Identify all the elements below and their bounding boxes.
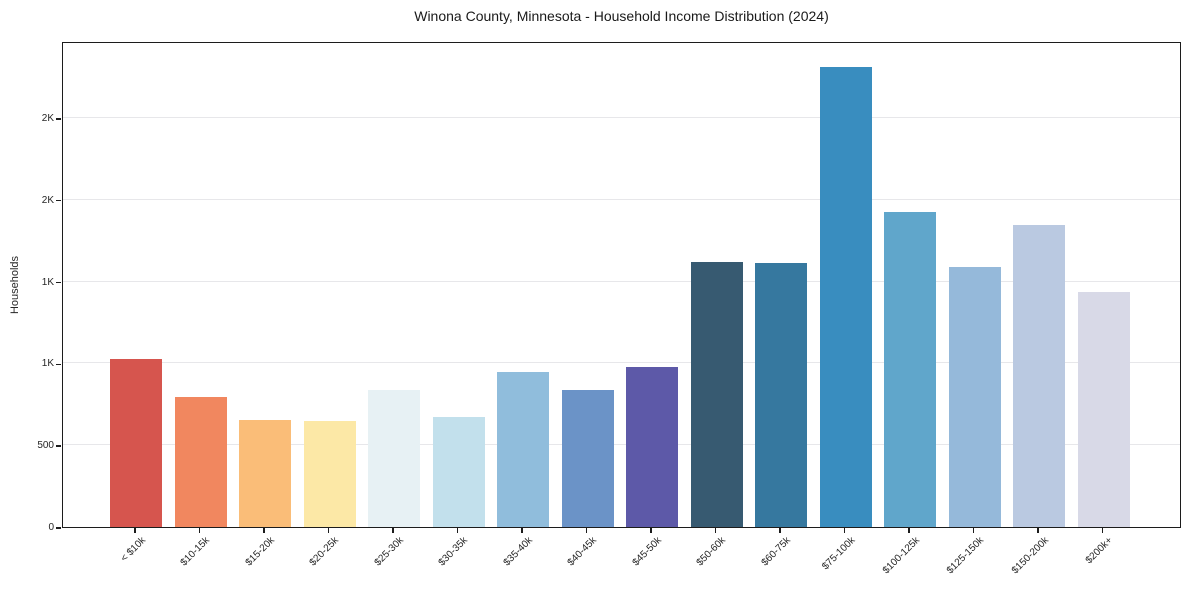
x-tick-mark <box>198 528 201 533</box>
x-tick-mark <box>327 528 330 533</box>
bar <box>174 396 227 527</box>
y-tick-label: 1K <box>41 276 54 288</box>
y-tick-label: 2K <box>41 194 54 206</box>
x-tick-label-text: $50-60k <box>694 535 729 569</box>
x-tick-label-text: $100-125k <box>880 535 922 577</box>
gridline <box>63 116 1180 118</box>
gridline <box>63 280 1180 282</box>
bar <box>626 367 678 527</box>
x-tick-label-text: $75-100k <box>820 535 858 573</box>
bar <box>1077 292 1130 527</box>
y-tick-label: 2K <box>41 112 54 124</box>
bar <box>110 359 162 527</box>
x-tick-mark <box>908 528 910 533</box>
x-tick-mark <box>779 528 781 533</box>
x-tick-label-text: $45-50k <box>630 535 664 569</box>
gridline <box>63 362 1180 364</box>
x-tick-mark <box>134 528 136 533</box>
y-tick-mark <box>56 445 61 447</box>
bar <box>239 419 291 527</box>
bar <box>303 421 356 527</box>
y-tick-label: 500 <box>37 440 54 452</box>
x-tick-mark <box>650 528 652 533</box>
x-tick-label-text: $10-15k <box>178 535 213 569</box>
y-tick-mark <box>56 527 61 529</box>
x-tick-mark <box>392 528 394 533</box>
x-tick-label-text: $30-35k <box>436 535 471 569</box>
bar <box>819 67 872 527</box>
bar <box>948 266 1001 527</box>
bar <box>497 372 549 527</box>
x-tick-mark <box>972 528 975 533</box>
x-tick-mark <box>1101 528 1104 533</box>
x-tick-mark <box>456 528 459 533</box>
x-tick-mark <box>585 528 588 533</box>
x-tick-label-text: $15-20k <box>243 535 277 569</box>
x-tick-label-text: $25-30k <box>372 535 406 569</box>
x-tick-label-text: $150-200k <box>1009 535 1051 577</box>
y-tick-label: 0 <box>48 522 54 533</box>
x-tick-mark <box>714 528 717 533</box>
x-tick-mark <box>521 528 523 533</box>
y-tick-label: 1K <box>41 358 54 370</box>
y-tick-mark <box>56 118 61 120</box>
gridline <box>63 444 1180 446</box>
gridline <box>63 198 1180 200</box>
chart-title: Winona County, Minnesota - Household Inc… <box>414 8 829 24</box>
bar <box>561 390 614 527</box>
y-tick-mark <box>56 281 61 284</box>
x-tick-mark <box>263 528 265 533</box>
x-tick-label-text: $60-75k <box>759 535 793 569</box>
bar <box>690 261 743 527</box>
x-tick-label-text: $125-150k <box>945 535 987 577</box>
y-tick-mark <box>56 200 61 202</box>
x-tick-mark <box>1037 528 1039 533</box>
x-tick-label-text: $35-40k <box>501 535 535 569</box>
x-tick-mark <box>843 528 846 533</box>
x-tick-label-text: < $10k <box>118 535 148 565</box>
bar <box>884 212 936 527</box>
bar <box>1013 225 1065 527</box>
bar <box>755 262 807 527</box>
x-tick-label-text: $20-25k <box>307 535 342 569</box>
plot-area <box>62 42 1181 528</box>
x-tick-label-text: $200k+ <box>1084 535 1116 567</box>
y-tick-mark <box>56 363 61 366</box>
x-tick-label-text: $40-45k <box>565 535 600 569</box>
bar <box>432 417 485 527</box>
bar <box>368 389 420 527</box>
